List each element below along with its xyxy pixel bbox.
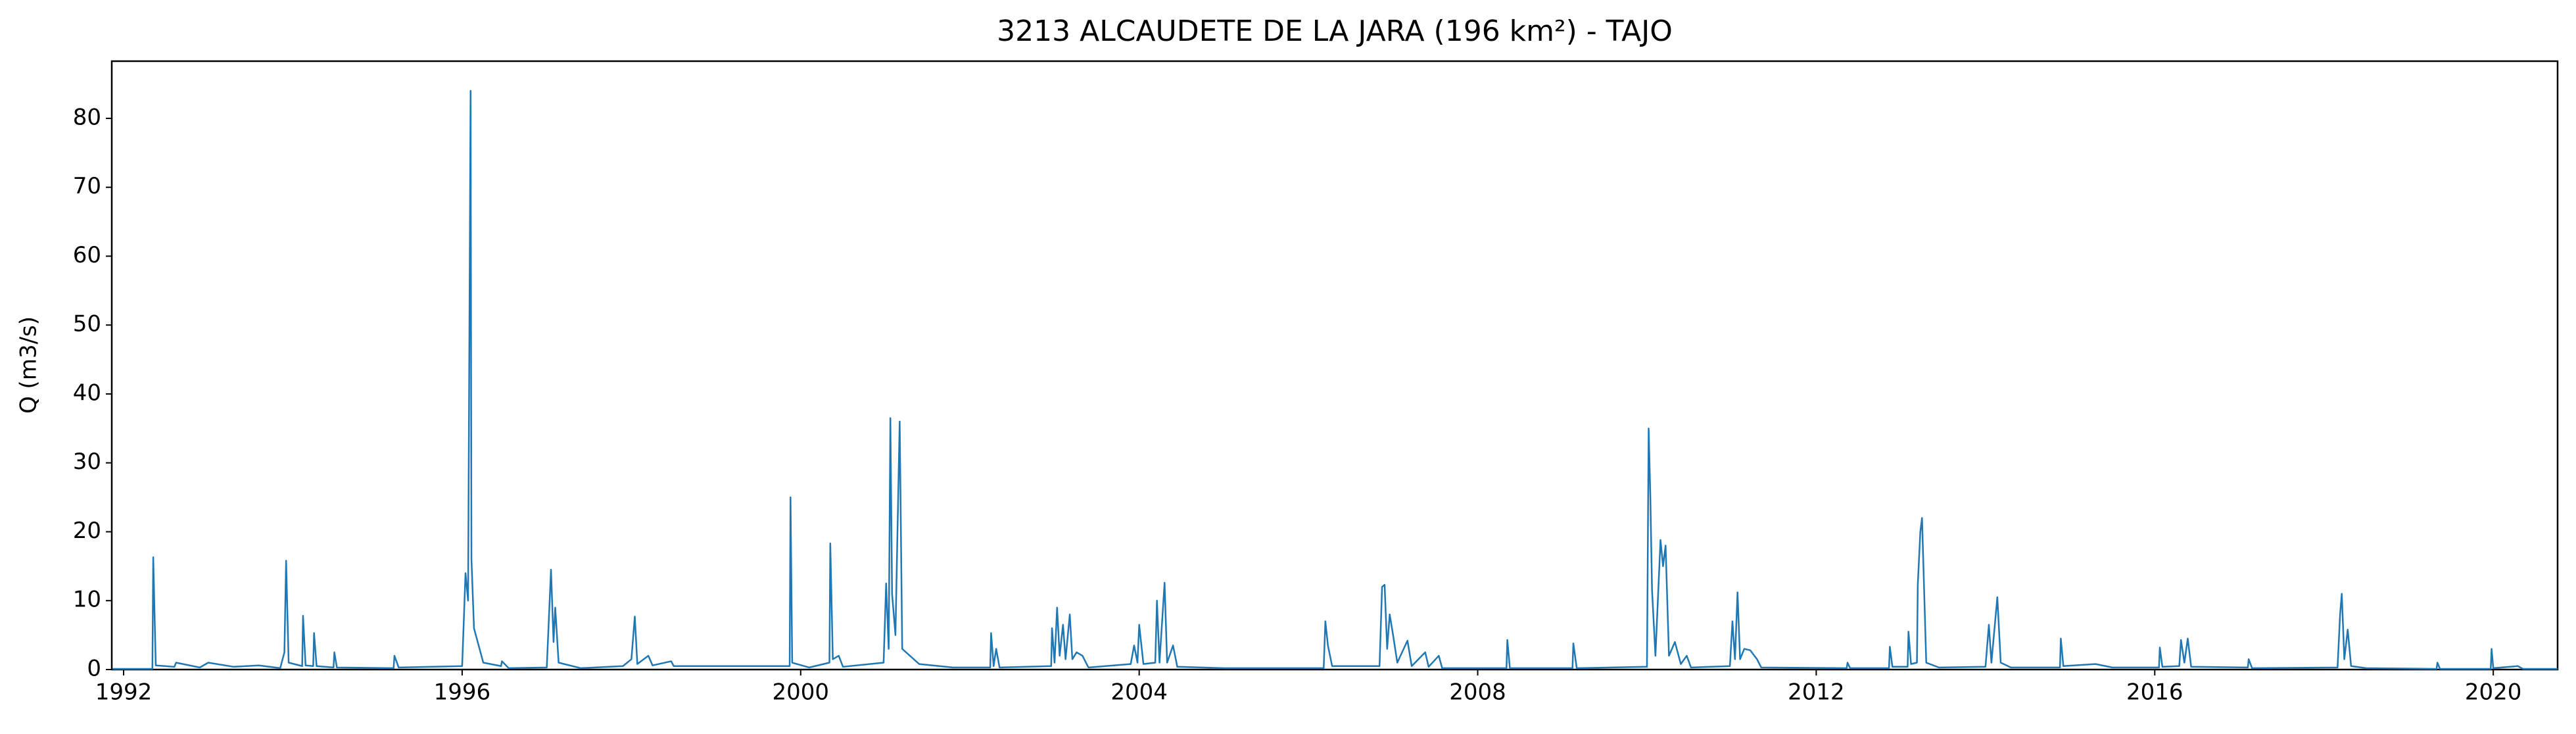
x-tick-label: 1992 [95, 679, 153, 706]
y-axis-label: Q (m3/s) [16, 316, 42, 414]
y-tick-label: 40 [73, 379, 101, 406]
y-tick-label: 20 [73, 518, 101, 544]
x-tick-label: 2012 [1788, 679, 1845, 706]
x-tick-label: 2008 [1449, 679, 1506, 706]
y-tick-label: 70 [73, 173, 101, 199]
y-tick-label: 30 [73, 449, 101, 475]
x-tick-label: 2016 [2126, 679, 2183, 706]
x-tick-label: 2020 [2465, 679, 2522, 706]
y-tick-label: 50 [73, 311, 101, 337]
y-tick-label: 10 [73, 587, 101, 613]
x-tick-label: 2004 [1110, 679, 1168, 706]
y-tick-label: 0 [87, 656, 101, 682]
y-tick-label: 80 [73, 104, 101, 130]
x-tick-label: 1996 [434, 679, 491, 706]
series-line [112, 89, 2558, 670]
y-tick-label: 60 [73, 242, 101, 268]
x-tick-label: 2000 [773, 679, 830, 706]
chart-title: 3213 ALCAUDETE DE LA JARA (196 km²) - TA… [997, 14, 1673, 48]
plot-frame [110, 60, 2559, 671]
